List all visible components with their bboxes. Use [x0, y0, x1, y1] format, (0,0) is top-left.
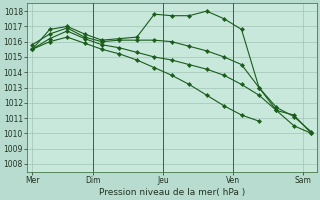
X-axis label: Pression niveau de la mer( hPa ): Pression niveau de la mer( hPa ) — [99, 188, 245, 197]
